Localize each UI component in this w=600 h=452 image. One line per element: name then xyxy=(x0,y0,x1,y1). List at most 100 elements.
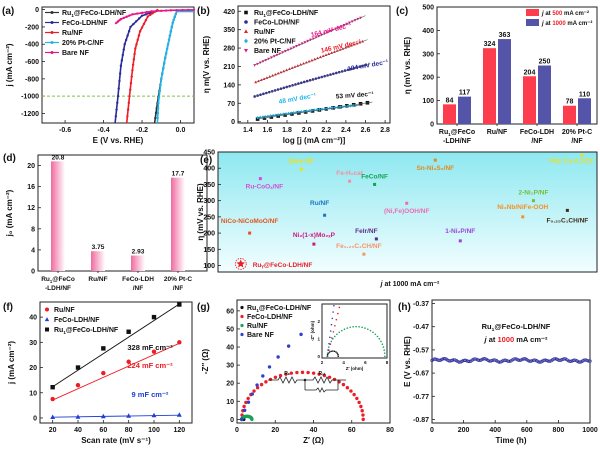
x-tick-label: 0 xyxy=(235,427,239,434)
label-part: j xyxy=(484,335,488,344)
inset-data-point xyxy=(329,330,332,332)
x-tick-label: -0.4 xyxy=(98,127,110,134)
data-point xyxy=(126,413,132,418)
inset-data-point xyxy=(330,340,333,343)
chart-a: -0.6 -0.4 -0.2 0.0 0 -200 -400 -600 -800 -1000 -12… xyxy=(5,6,196,145)
data-point xyxy=(545,358,549,363)
bar-value-label: 204 xyxy=(524,69,536,76)
data-point xyxy=(287,111,291,116)
inset-data-point xyxy=(383,349,386,351)
data-point xyxy=(119,64,123,68)
data-point xyxy=(75,382,81,388)
legend-marker xyxy=(240,314,244,319)
data-point xyxy=(295,370,299,375)
label-part: Bare NF xyxy=(247,332,275,339)
data-point xyxy=(126,359,131,364)
legend-label: Ru/NF xyxy=(54,307,75,314)
label-part: @FeCo xyxy=(451,129,475,136)
data-point xyxy=(122,48,125,51)
y-tick-label: -1200 xyxy=(21,111,39,118)
data-point xyxy=(322,373,327,378)
data-point xyxy=(121,53,125,57)
label-part: 20% Pt-C/NF xyxy=(62,40,104,47)
inset-data-point xyxy=(330,350,332,353)
data-point xyxy=(327,375,332,379)
x-tick-label: 2.8 xyxy=(380,127,390,134)
inset-data-point xyxy=(380,340,382,343)
inset-data-point xyxy=(349,326,351,329)
inset-data-point xyxy=(337,312,339,315)
data-point xyxy=(261,374,265,378)
legend-marker xyxy=(240,305,244,310)
tafel-slope-label: 53 mV dec⁻¹ xyxy=(336,91,374,101)
data-point xyxy=(281,112,285,116)
data-point xyxy=(162,67,165,70)
data-point xyxy=(447,359,451,363)
data-point xyxy=(543,358,548,362)
data-point xyxy=(126,115,129,118)
point-label: Ni₃Nb/NiFe-OOH xyxy=(497,204,548,211)
data-point xyxy=(175,8,178,12)
data-point xyxy=(170,25,174,29)
inset-data-point xyxy=(374,333,377,336)
data-point xyxy=(518,358,522,362)
inset-x-tick-label: 8 xyxy=(386,360,389,365)
data-point xyxy=(441,357,446,361)
data-point xyxy=(187,8,190,12)
data-point xyxy=(521,215,525,219)
x-tick-label: 1.6 xyxy=(263,127,273,134)
data-point xyxy=(284,112,288,116)
bar xyxy=(523,76,536,124)
highlight-ring xyxy=(234,257,247,270)
label-part: Ru xyxy=(254,10,263,17)
x-tick-label: -0.6 xyxy=(59,127,71,134)
inset-data-point xyxy=(337,353,339,356)
label-part: Ru xyxy=(439,129,448,136)
capacitance-label: 9 mF cm⁻² xyxy=(132,390,169,399)
y-tick-label: 10 xyxy=(29,390,37,397)
data-point xyxy=(503,358,507,362)
label-part: at 1000 mA cm⁻² xyxy=(383,281,440,288)
panel-label: (h) xyxy=(398,302,411,313)
bar-value-label: 84 xyxy=(446,97,454,104)
y-tick-label: 280 xyxy=(223,46,235,53)
data-point xyxy=(588,359,592,363)
y-tick-label: -1000 xyxy=(21,94,39,101)
data-point xyxy=(585,358,589,363)
data-point xyxy=(129,81,133,85)
data-point xyxy=(157,101,160,105)
label-part: @FeCo-LDH/NF xyxy=(259,305,312,312)
data-point xyxy=(155,9,158,13)
inset-frame xyxy=(321,303,388,359)
x-axis-label: Z′ (Ω) xyxy=(303,436,324,445)
inset-data-point xyxy=(346,327,349,329)
label-part: 1 xyxy=(492,327,495,333)
inset-data-point xyxy=(333,304,335,307)
inset-x-axis-label: Z′ (ohm) xyxy=(346,366,364,371)
data-point xyxy=(240,417,244,422)
data-point xyxy=(172,18,175,21)
legend-label: FeCo-LDH/NF xyxy=(54,317,100,324)
data-point xyxy=(561,357,565,361)
data-point xyxy=(362,252,366,256)
data-point xyxy=(75,414,81,419)
y-tick-label: 10 xyxy=(226,399,234,406)
data-point xyxy=(318,107,321,112)
data-point xyxy=(528,359,532,363)
inset-data-point xyxy=(382,346,385,348)
data-point xyxy=(328,106,332,110)
label-part: @FeCo-LDH/NF xyxy=(494,322,550,331)
legend-marker xyxy=(44,317,50,322)
data-point xyxy=(123,43,126,46)
data-point xyxy=(264,380,268,384)
data-point xyxy=(357,400,361,405)
x-tick-label: 20% Pt-C xyxy=(562,129,592,136)
legend-marker xyxy=(244,20,248,24)
inset-data-point xyxy=(329,343,332,345)
x-tick-label: 20 xyxy=(49,427,57,434)
data-point xyxy=(331,106,334,110)
data-point xyxy=(146,15,150,18)
label-part: Ru xyxy=(54,327,63,334)
x-axis-label: log [j (mA cm⁻²)] xyxy=(283,136,346,145)
axes-frame xyxy=(237,5,391,124)
